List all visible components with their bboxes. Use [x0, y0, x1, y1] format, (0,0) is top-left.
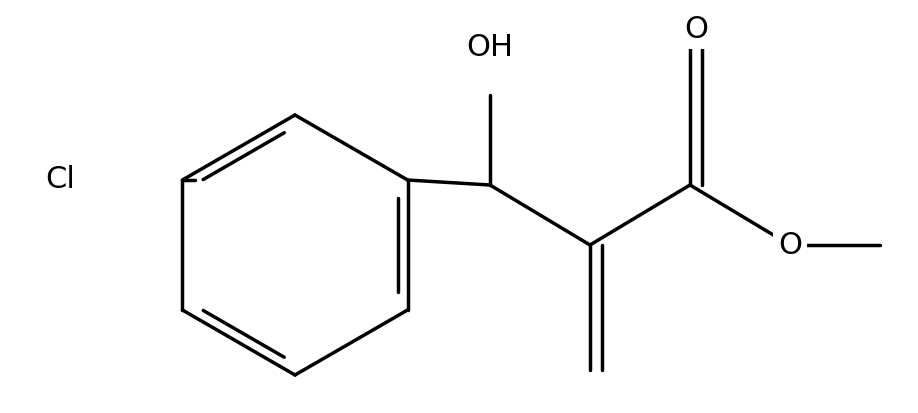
Text: OH: OH	[466, 33, 513, 62]
Text: O: O	[778, 230, 802, 259]
Text: Cl: Cl	[45, 166, 75, 195]
Text: O: O	[684, 16, 708, 45]
